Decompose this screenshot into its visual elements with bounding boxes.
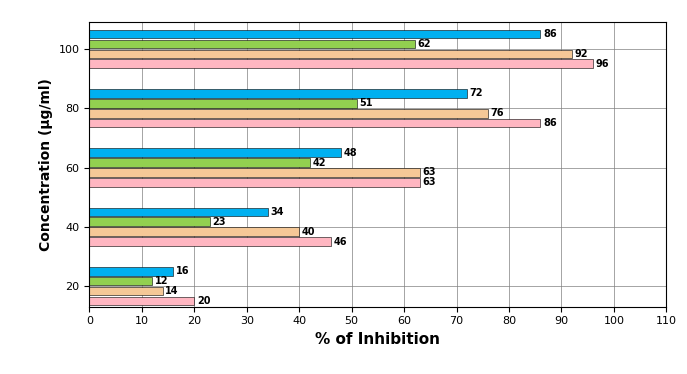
Text: 86: 86 — [543, 29, 556, 39]
Bar — [89, 297, 194, 305]
Bar — [89, 208, 268, 216]
Text: 34: 34 — [270, 207, 284, 217]
Text: 14: 14 — [166, 286, 179, 296]
Text: 23: 23 — [212, 217, 226, 227]
Y-axis label: Concentration (µg/ml): Concentration (µg/ml) — [39, 78, 53, 251]
Bar — [89, 277, 153, 285]
Bar — [89, 148, 341, 157]
Text: 92: 92 — [574, 49, 588, 59]
Bar — [89, 99, 357, 108]
Bar — [89, 227, 299, 236]
Bar — [89, 119, 541, 128]
Bar — [89, 267, 173, 276]
Text: 76: 76 — [491, 108, 504, 118]
Bar — [89, 168, 420, 177]
Text: 96: 96 — [596, 59, 609, 69]
Text: 72: 72 — [470, 88, 483, 98]
Bar — [89, 237, 330, 246]
Bar — [89, 109, 488, 117]
Text: 16: 16 — [176, 266, 190, 276]
Text: 40: 40 — [302, 227, 315, 237]
Bar — [89, 178, 420, 187]
Text: 63: 63 — [423, 168, 436, 178]
Text: 86: 86 — [543, 118, 556, 128]
Bar — [89, 158, 310, 167]
X-axis label: % of Inhibition: % of Inhibition — [315, 332, 440, 347]
Bar — [89, 217, 210, 226]
Bar — [89, 287, 163, 295]
Text: 42: 42 — [313, 157, 326, 168]
Text: 63: 63 — [423, 177, 436, 187]
Text: 20: 20 — [197, 296, 210, 306]
Text: 46: 46 — [333, 237, 347, 247]
Bar — [89, 30, 541, 39]
Bar — [89, 50, 572, 58]
Bar — [89, 59, 593, 68]
Text: 48: 48 — [344, 148, 357, 157]
Bar — [89, 89, 467, 98]
Text: 51: 51 — [359, 98, 373, 108]
Text: 12: 12 — [155, 276, 168, 286]
Bar — [89, 40, 414, 48]
Text: 62: 62 — [417, 39, 431, 49]
